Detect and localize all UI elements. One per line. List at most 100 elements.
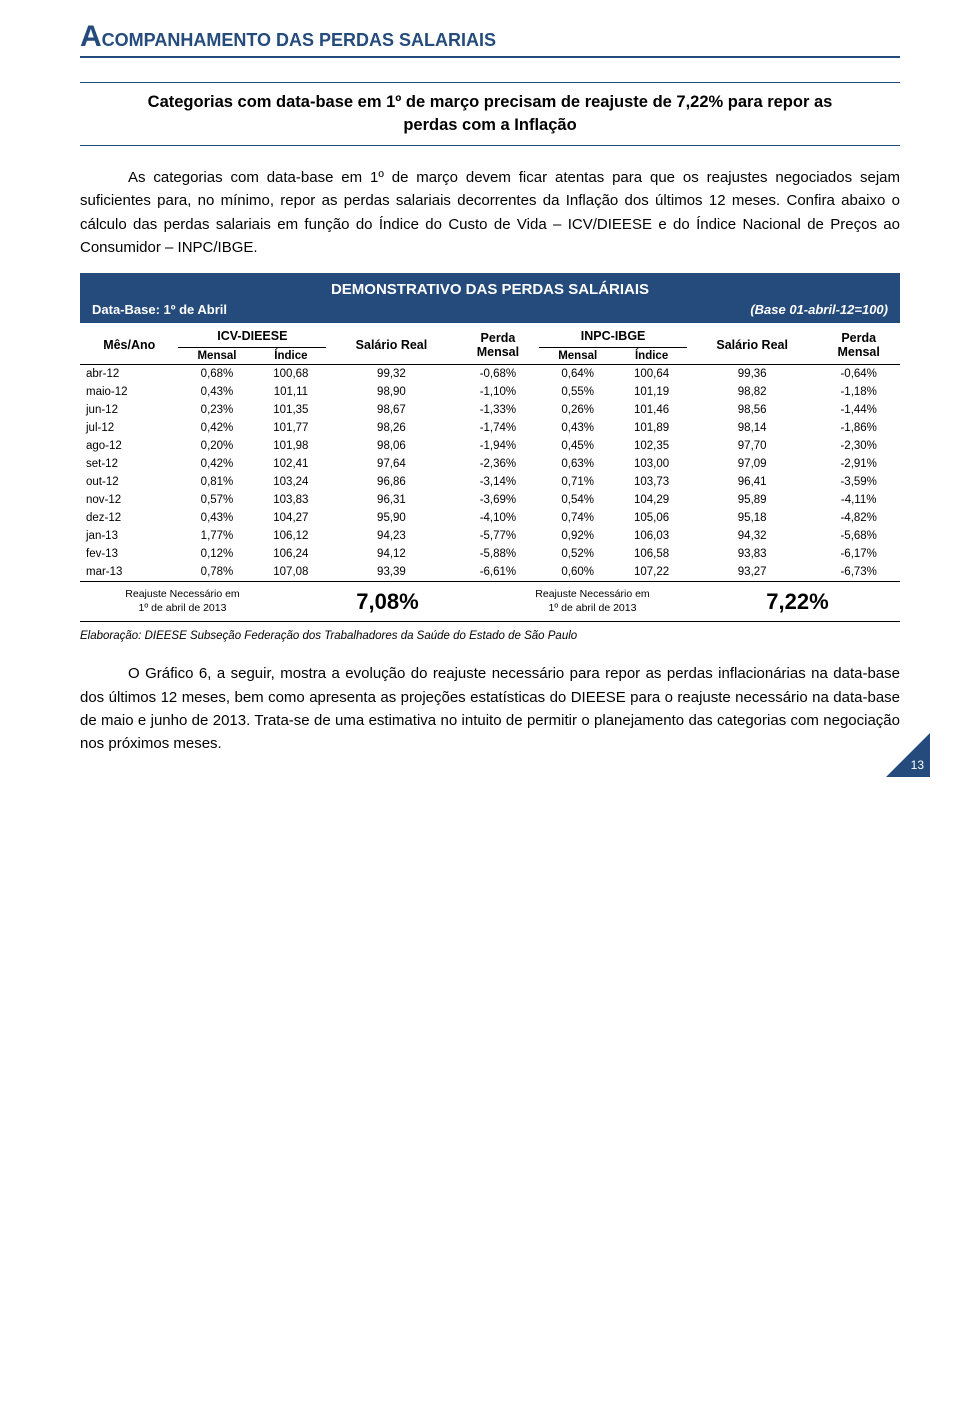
table-cell: 95,89 (687, 491, 817, 509)
table-row: abr-120,68%100,6899,32-0,68%0,64%100,649… (80, 365, 900, 384)
table-cell: -2,36% (457, 455, 540, 473)
table-row: jun-120,23%101,3598,67-1,33%0,26%101,469… (80, 401, 900, 419)
table-cell: -4,10% (457, 509, 540, 527)
table-cell: -1,33% (457, 401, 540, 419)
table-cell: 103,83 (255, 491, 326, 509)
table-cell: -1,10% (457, 383, 540, 401)
table-cell: 97,09 (687, 455, 817, 473)
table-cell: 98,06 (326, 437, 456, 455)
table-cell: 101,98 (255, 437, 326, 455)
table-cell: 107,08 (255, 563, 326, 582)
table-cell: 0,43% (178, 509, 255, 527)
table-cell: 104,27 (255, 509, 326, 527)
table-cell: 93,39 (326, 563, 456, 582)
table-cell: 105,06 (616, 509, 687, 527)
demo-data-base: Data-Base: 1º de Abril (92, 302, 227, 317)
table-cell: 0,26% (539, 401, 616, 419)
table-cell: 0,92% (539, 527, 616, 545)
table-cell: -5,77% (457, 527, 540, 545)
reajuste-label-icv: Reajuste Necessário em1º de abril de 201… (80, 582, 285, 621)
table-cell: 107,22 (616, 563, 687, 582)
table-cell: out-12 (80, 473, 178, 491)
table-cell: 0,45% (539, 437, 616, 455)
col-salario-2: Salário Real (687, 325, 817, 365)
table-cell: 0,60% (539, 563, 616, 582)
table-cell: jul-12 (80, 419, 178, 437)
table-cell: 96,31 (326, 491, 456, 509)
table-row: maio-120,43%101,1198,90-1,10%0,55%101,19… (80, 383, 900, 401)
table-cell: 94,12 (326, 545, 456, 563)
table-cell: 0,64% (539, 365, 616, 384)
col-perda-1: PerdaMensal (457, 325, 540, 365)
title-big-letter: A (80, 20, 102, 53)
table-cell: 102,41 (255, 455, 326, 473)
col-perda-2: PerdaMensal (817, 325, 900, 365)
table-cell: -0,64% (817, 365, 900, 384)
elaboration-note: Elaboração: DIEESE Subseção Federação do… (80, 630, 900, 642)
table-cell: 1,77% (178, 527, 255, 545)
table-cell: 106,24 (255, 545, 326, 563)
table-cell: -6,73% (817, 563, 900, 582)
table-cell: -4,82% (817, 509, 900, 527)
table-cell: -6,17% (817, 545, 900, 563)
table-row: out-120,81%103,2496,86-3,14%0,71%103,739… (80, 473, 900, 491)
demo-header: DEMONSTRATIVO DAS PERDAS SALÁRIAIS Data-… (80, 273, 900, 323)
table-cell: 98,14 (687, 419, 817, 437)
table-cell: -4,11% (817, 491, 900, 509)
reajuste-row: Reajuste Necessário em1º de abril de 201… (80, 582, 900, 622)
table-cell: 0,63% (539, 455, 616, 473)
col-icv-indice: Índice (255, 348, 326, 365)
table-cell: 0,57% (178, 491, 255, 509)
table-cell: 0,12% (178, 545, 255, 563)
table-row: jul-120,42%101,7798,26-1,74%0,43%101,899… (80, 419, 900, 437)
table-cell: -5,68% (817, 527, 900, 545)
table-cell: 96,41 (687, 473, 817, 491)
table-cell: -1,74% (457, 419, 540, 437)
table-cell: -1,94% (457, 437, 540, 455)
table-cell: -6,61% (457, 563, 540, 582)
table-cell: 97,70 (687, 437, 817, 455)
table-cell: 98,82 (687, 383, 817, 401)
reajuste-icv-value: 7,08% (285, 589, 490, 615)
table-cell: nov-12 (80, 491, 178, 509)
perdas-table: Mês/Ano ICV-DIEESE Salário Real PerdaMen… (80, 325, 900, 582)
demo-title: DEMONSTRATIVO DAS PERDAS SALÁRIAIS (92, 281, 888, 298)
table-cell: maio-12 (80, 383, 178, 401)
table-cell: -0,68% (457, 365, 540, 384)
paragraph-1: As categorias com data-base em 1º de mar… (80, 166, 900, 259)
table-row: nov-120,57%103,8396,31-3,69%0,54%104,299… (80, 491, 900, 509)
table-row: dez-120,43%104,2795,90-4,10%0,74%105,069… (80, 509, 900, 527)
col-inpc-indice: Índice (616, 348, 687, 365)
table-cell: 0,52% (539, 545, 616, 563)
table-cell: 99,36 (687, 365, 817, 384)
table-cell: 98,90 (326, 383, 456, 401)
subtitle: Categorias com data-base em 1º de março … (80, 82, 900, 146)
table-cell: 0,55% (539, 383, 616, 401)
table-row: ago-120,20%101,9898,06-1,94%0,45%102,359… (80, 437, 900, 455)
table-cell: 101,35 (255, 401, 326, 419)
table-cell: 104,29 (616, 491, 687, 509)
demo-base-italic: Base 01-abril-12=100) (755, 302, 888, 317)
table-cell: 106,58 (616, 545, 687, 563)
table-cell: 106,12 (255, 527, 326, 545)
table-cell: 94,23 (326, 527, 456, 545)
col-salario-1: Salário Real (326, 325, 456, 365)
table-cell: jun-12 (80, 401, 178, 419)
table-cell: -2,91% (817, 455, 900, 473)
table-cell: -1,18% (817, 383, 900, 401)
table-row: jan-131,77%106,1294,23-5,77%0,92%106,039… (80, 527, 900, 545)
col-icv-mensal: Mensal (178, 348, 255, 365)
table-cell: 0,78% (178, 563, 255, 582)
table-cell: -3,59% (817, 473, 900, 491)
table-cell: 0,74% (539, 509, 616, 527)
table-cell: dez-12 (80, 509, 178, 527)
table-cell: 98,26 (326, 419, 456, 437)
table-cell: 103,73 (616, 473, 687, 491)
table-cell: mar-13 (80, 563, 178, 582)
table-cell: 0,68% (178, 365, 255, 384)
table-cell: 95,90 (326, 509, 456, 527)
table-cell: 99,32 (326, 365, 456, 384)
group-icv: ICV-DIEESE (178, 325, 326, 348)
table-cell: 0,43% (539, 419, 616, 437)
page-number: 13 (911, 758, 924, 772)
